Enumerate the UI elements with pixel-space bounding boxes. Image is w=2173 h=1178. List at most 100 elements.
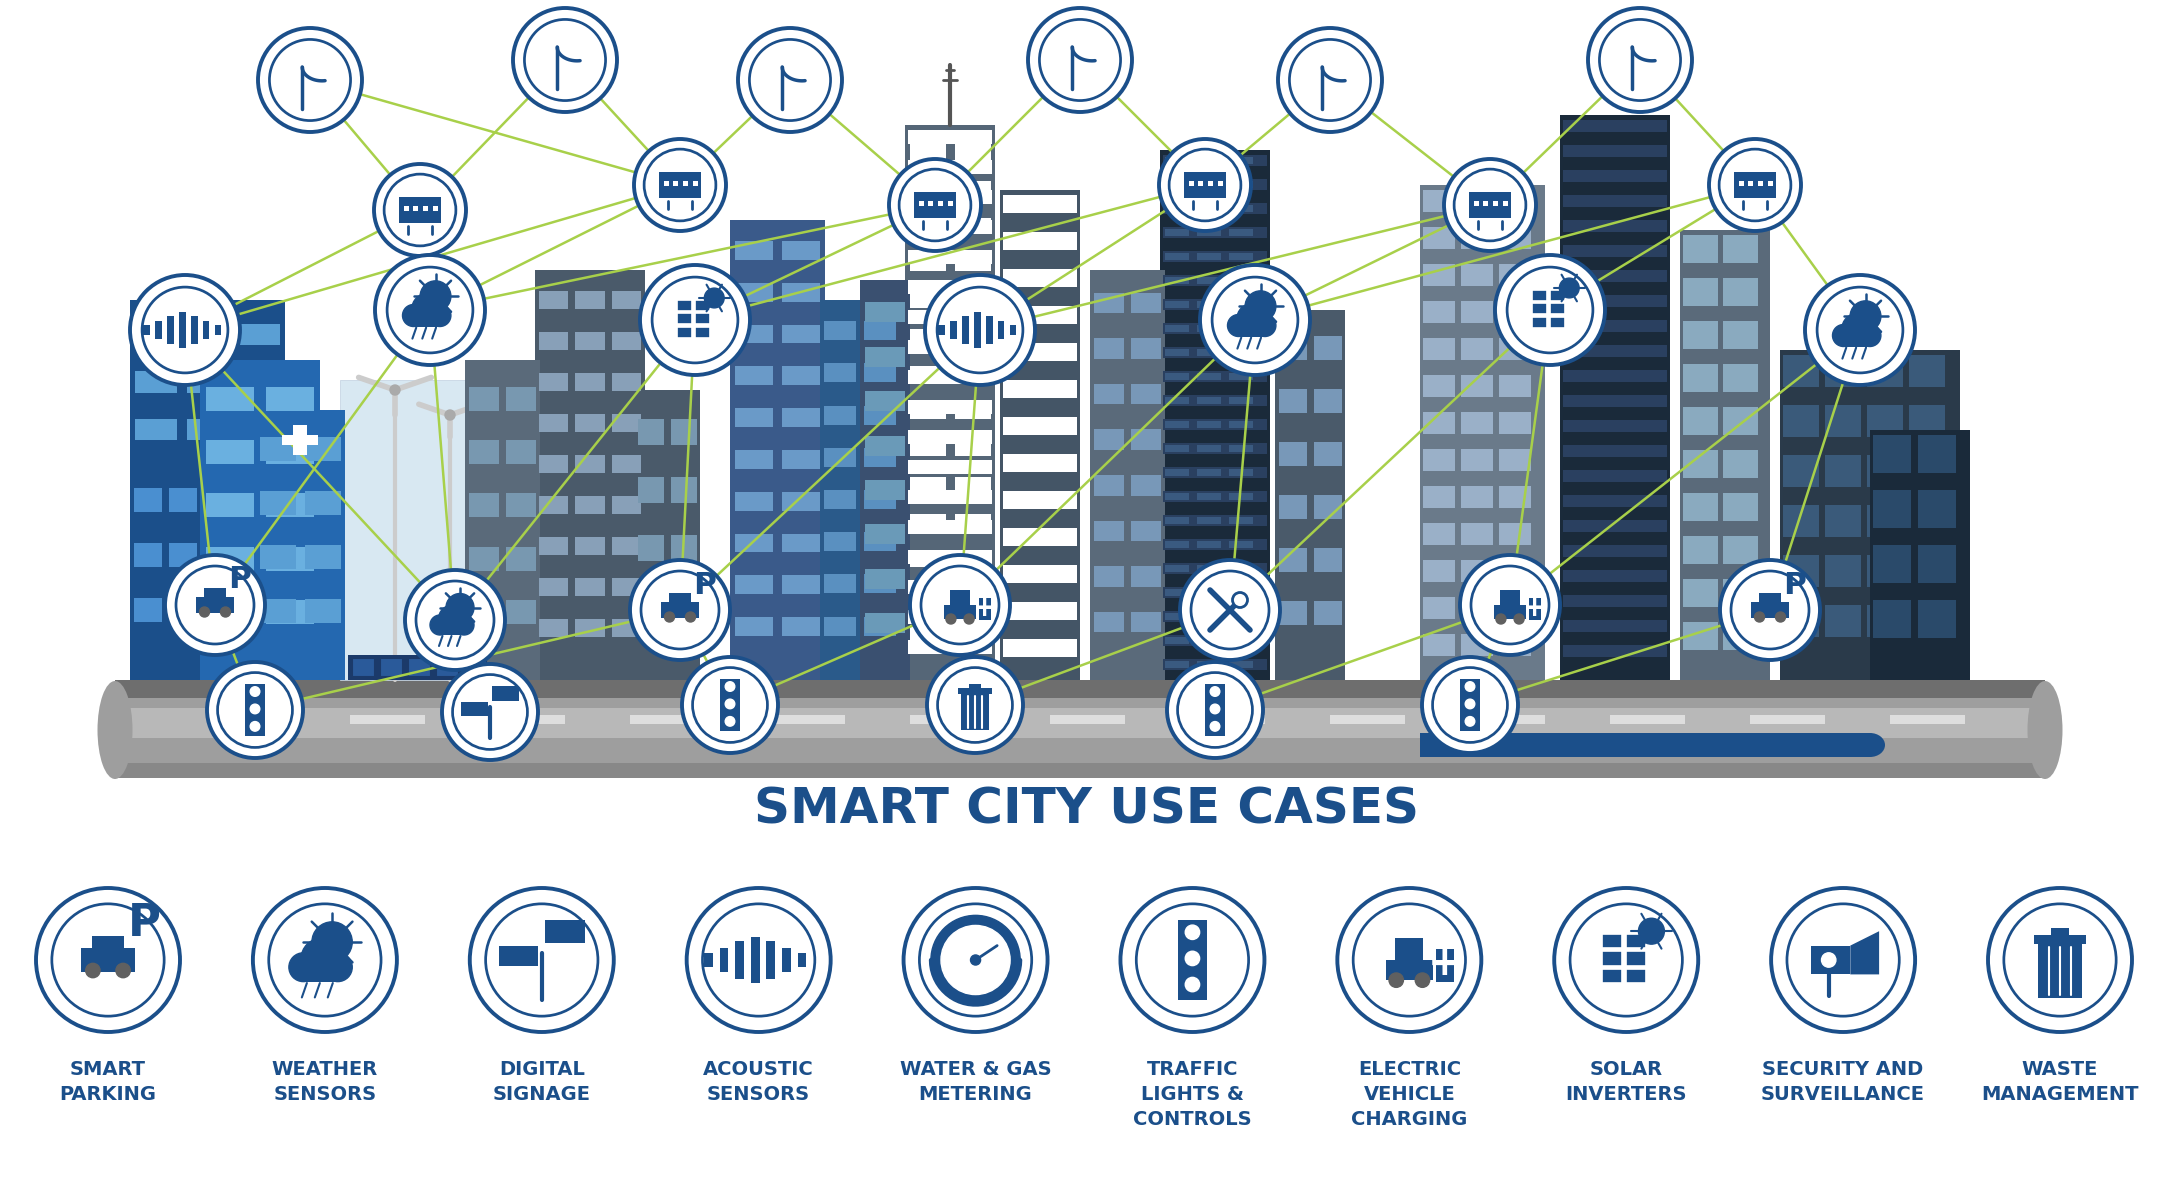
Circle shape xyxy=(941,926,1010,994)
Bar xyxy=(865,575,895,594)
Bar xyxy=(539,536,567,555)
Bar xyxy=(910,403,945,419)
Circle shape xyxy=(1210,722,1219,732)
Bar xyxy=(1093,293,1123,313)
Bar xyxy=(908,160,993,174)
Bar xyxy=(1010,325,1017,336)
Bar xyxy=(1191,715,1265,724)
Circle shape xyxy=(1495,254,1606,365)
Bar xyxy=(1919,435,1956,474)
Circle shape xyxy=(376,254,485,365)
Bar xyxy=(954,588,991,604)
Bar xyxy=(865,303,904,323)
Bar xyxy=(613,618,641,637)
Bar xyxy=(1562,470,1667,482)
Circle shape xyxy=(1775,613,1786,622)
Bar xyxy=(576,618,604,637)
Text: P: P xyxy=(228,565,252,595)
Bar xyxy=(693,181,698,186)
Bar xyxy=(1132,338,1160,359)
Circle shape xyxy=(452,675,528,749)
Circle shape xyxy=(1465,700,1475,709)
Circle shape xyxy=(1849,300,1882,332)
Bar xyxy=(1680,230,1771,680)
Bar xyxy=(1132,430,1160,450)
Circle shape xyxy=(1719,150,1791,221)
Bar xyxy=(1197,205,1221,212)
Bar xyxy=(1562,120,1667,132)
Bar xyxy=(1460,487,1493,508)
Bar xyxy=(1163,587,1267,598)
Circle shape xyxy=(1354,904,1465,1017)
Circle shape xyxy=(2004,904,2117,1017)
Bar xyxy=(576,291,604,309)
Bar xyxy=(669,594,691,603)
Bar xyxy=(135,324,176,345)
Circle shape xyxy=(635,139,726,231)
Bar xyxy=(1499,590,1519,605)
Text: SOLAR
INVERTERS: SOLAR INVERTERS xyxy=(1565,1060,1686,1104)
Bar xyxy=(782,534,819,552)
Bar xyxy=(1163,251,1267,262)
Bar xyxy=(1132,384,1160,404)
Circle shape xyxy=(665,613,674,622)
Bar xyxy=(239,609,280,630)
Bar xyxy=(1160,150,1269,680)
Bar xyxy=(734,534,774,552)
Bar xyxy=(782,948,791,972)
Circle shape xyxy=(1232,593,1247,608)
Bar xyxy=(1749,181,1754,186)
Bar xyxy=(782,409,819,426)
Bar xyxy=(695,326,711,338)
Bar xyxy=(115,763,2045,777)
Bar xyxy=(169,543,196,568)
Bar xyxy=(204,588,226,597)
Bar xyxy=(1684,536,1719,564)
Bar xyxy=(1499,264,1532,286)
Bar xyxy=(409,659,430,676)
Bar xyxy=(613,577,641,596)
Bar xyxy=(1723,536,1758,564)
Bar xyxy=(734,941,743,979)
Bar xyxy=(187,418,228,441)
Bar xyxy=(293,425,306,455)
Text: SECURITY AND
SURVEILLANCE: SECURITY AND SURVEILLANCE xyxy=(1760,1060,1925,1104)
Bar xyxy=(1684,234,1719,263)
Bar xyxy=(782,283,819,302)
Bar xyxy=(1197,565,1221,573)
Circle shape xyxy=(269,39,350,120)
Circle shape xyxy=(115,964,130,978)
Bar xyxy=(498,946,539,966)
Bar xyxy=(954,291,991,309)
Bar xyxy=(135,609,176,630)
Circle shape xyxy=(1465,682,1475,691)
Bar xyxy=(1165,181,1189,188)
Bar xyxy=(206,547,254,570)
Bar xyxy=(695,300,711,311)
Circle shape xyxy=(1465,716,1475,726)
Bar xyxy=(1469,192,1510,218)
Circle shape xyxy=(1471,565,1549,644)
Bar xyxy=(824,405,856,424)
Bar xyxy=(1784,555,1819,587)
Bar xyxy=(1423,560,1456,582)
Bar xyxy=(1723,450,1758,478)
Ellipse shape xyxy=(2027,681,2062,779)
Bar xyxy=(1278,495,1306,518)
Bar xyxy=(1562,421,1667,432)
Bar xyxy=(1684,580,1719,607)
Circle shape xyxy=(141,287,228,373)
Bar xyxy=(635,390,700,680)
Bar xyxy=(613,496,641,514)
Bar xyxy=(1312,601,1341,624)
Bar xyxy=(1723,364,1758,392)
Bar xyxy=(259,598,296,623)
Bar xyxy=(1197,589,1221,596)
Bar xyxy=(1093,384,1123,404)
Bar xyxy=(1165,205,1189,212)
Bar xyxy=(1197,445,1221,452)
Bar xyxy=(1784,605,1819,637)
Circle shape xyxy=(687,888,830,1032)
Bar xyxy=(954,514,991,530)
Bar xyxy=(639,593,665,620)
